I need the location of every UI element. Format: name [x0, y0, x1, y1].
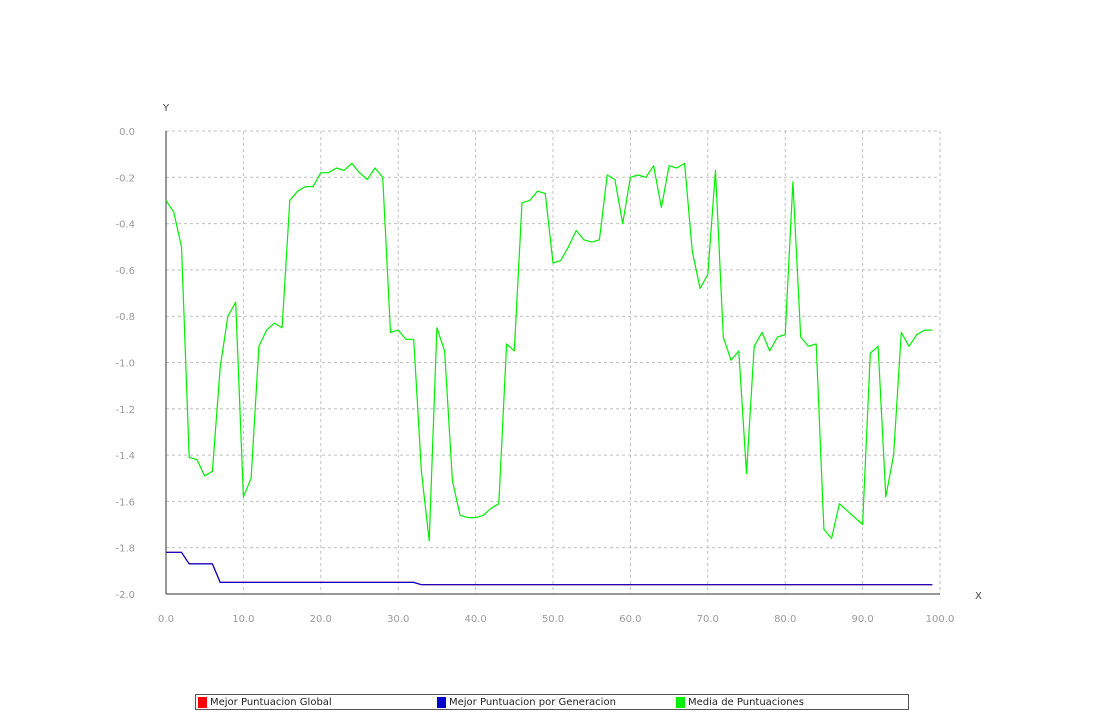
x-tick-label: 40.0	[464, 614, 486, 625]
y-tick-label: -1.0	[115, 359, 135, 370]
y-tick-label: -2.0	[115, 590, 135, 601]
y-tick-label: -1.8	[115, 544, 135, 555]
x-tick-label: 0.0	[158, 614, 174, 625]
x-tick-label: 50.0	[542, 614, 564, 625]
axes	[165, 131, 940, 595]
legend-swatch-global	[198, 697, 207, 708]
x-tick-label: 30.0	[387, 614, 409, 625]
x-tick-label: 60.0	[619, 614, 641, 625]
legend-swatch-generation	[437, 697, 446, 708]
y-tick-label: -0.8	[115, 312, 135, 323]
y-tick-label: -0.2	[115, 173, 135, 184]
y-tick-label: -1.2	[115, 405, 135, 416]
y-tick-label: -1.6	[115, 497, 135, 508]
x-tick-label: 20.0	[310, 614, 332, 625]
legend-label-average: Media de Puntuaciones	[688, 697, 804, 708]
series-line-average	[165, 162, 933, 542]
line-chart: 0.0 10.0 20.0 30.0 40.0 50.0 60.0 70.0 80.0 90.0 1…	[115, 103, 982, 625]
grid	[166, 130, 941, 594]
x-axis-label: X	[975, 591, 982, 602]
legend-item-generation: Mejor Puntuacion por Generacion	[437, 696, 616, 709]
legend-swatch-average	[676, 697, 685, 708]
legend-item-average: Media de Puntuaciones	[676, 696, 804, 709]
x-tick-label: 70.0	[697, 614, 719, 625]
y-axis-label: Y	[162, 103, 170, 114]
series-line-generation	[166, 551, 933, 586]
series-line-global	[166, 551, 933, 586]
y-tick-label: -1.4	[115, 451, 135, 462]
y-tick-label: 0.0	[119, 127, 135, 138]
series	[165, 162, 933, 586]
tick-labels: 0.0 10.0 20.0 30.0 40.0 50.0 60.0 70.0 80.0 90.0 1…	[115, 127, 954, 625]
x-tick-label: 80.0	[774, 614, 796, 625]
x-tick-label: 10.0	[232, 614, 254, 625]
y-tick-label: -0.4	[115, 220, 135, 231]
legend-label-generation: Mejor Puntuacion por Generacion	[449, 697, 616, 708]
y-tick-label: -0.6	[115, 266, 135, 277]
legend: Mejor Puntuacion Global Mejor Puntuacion…	[195, 694, 909, 710]
legend-label-global: Mejor Puntuacion Global	[210, 697, 332, 708]
x-tick-label: 90.0	[851, 614, 873, 625]
x-tick-label: 100.0	[926, 614, 955, 625]
legend-item-global: Mejor Puntuacion Global	[198, 696, 332, 709]
